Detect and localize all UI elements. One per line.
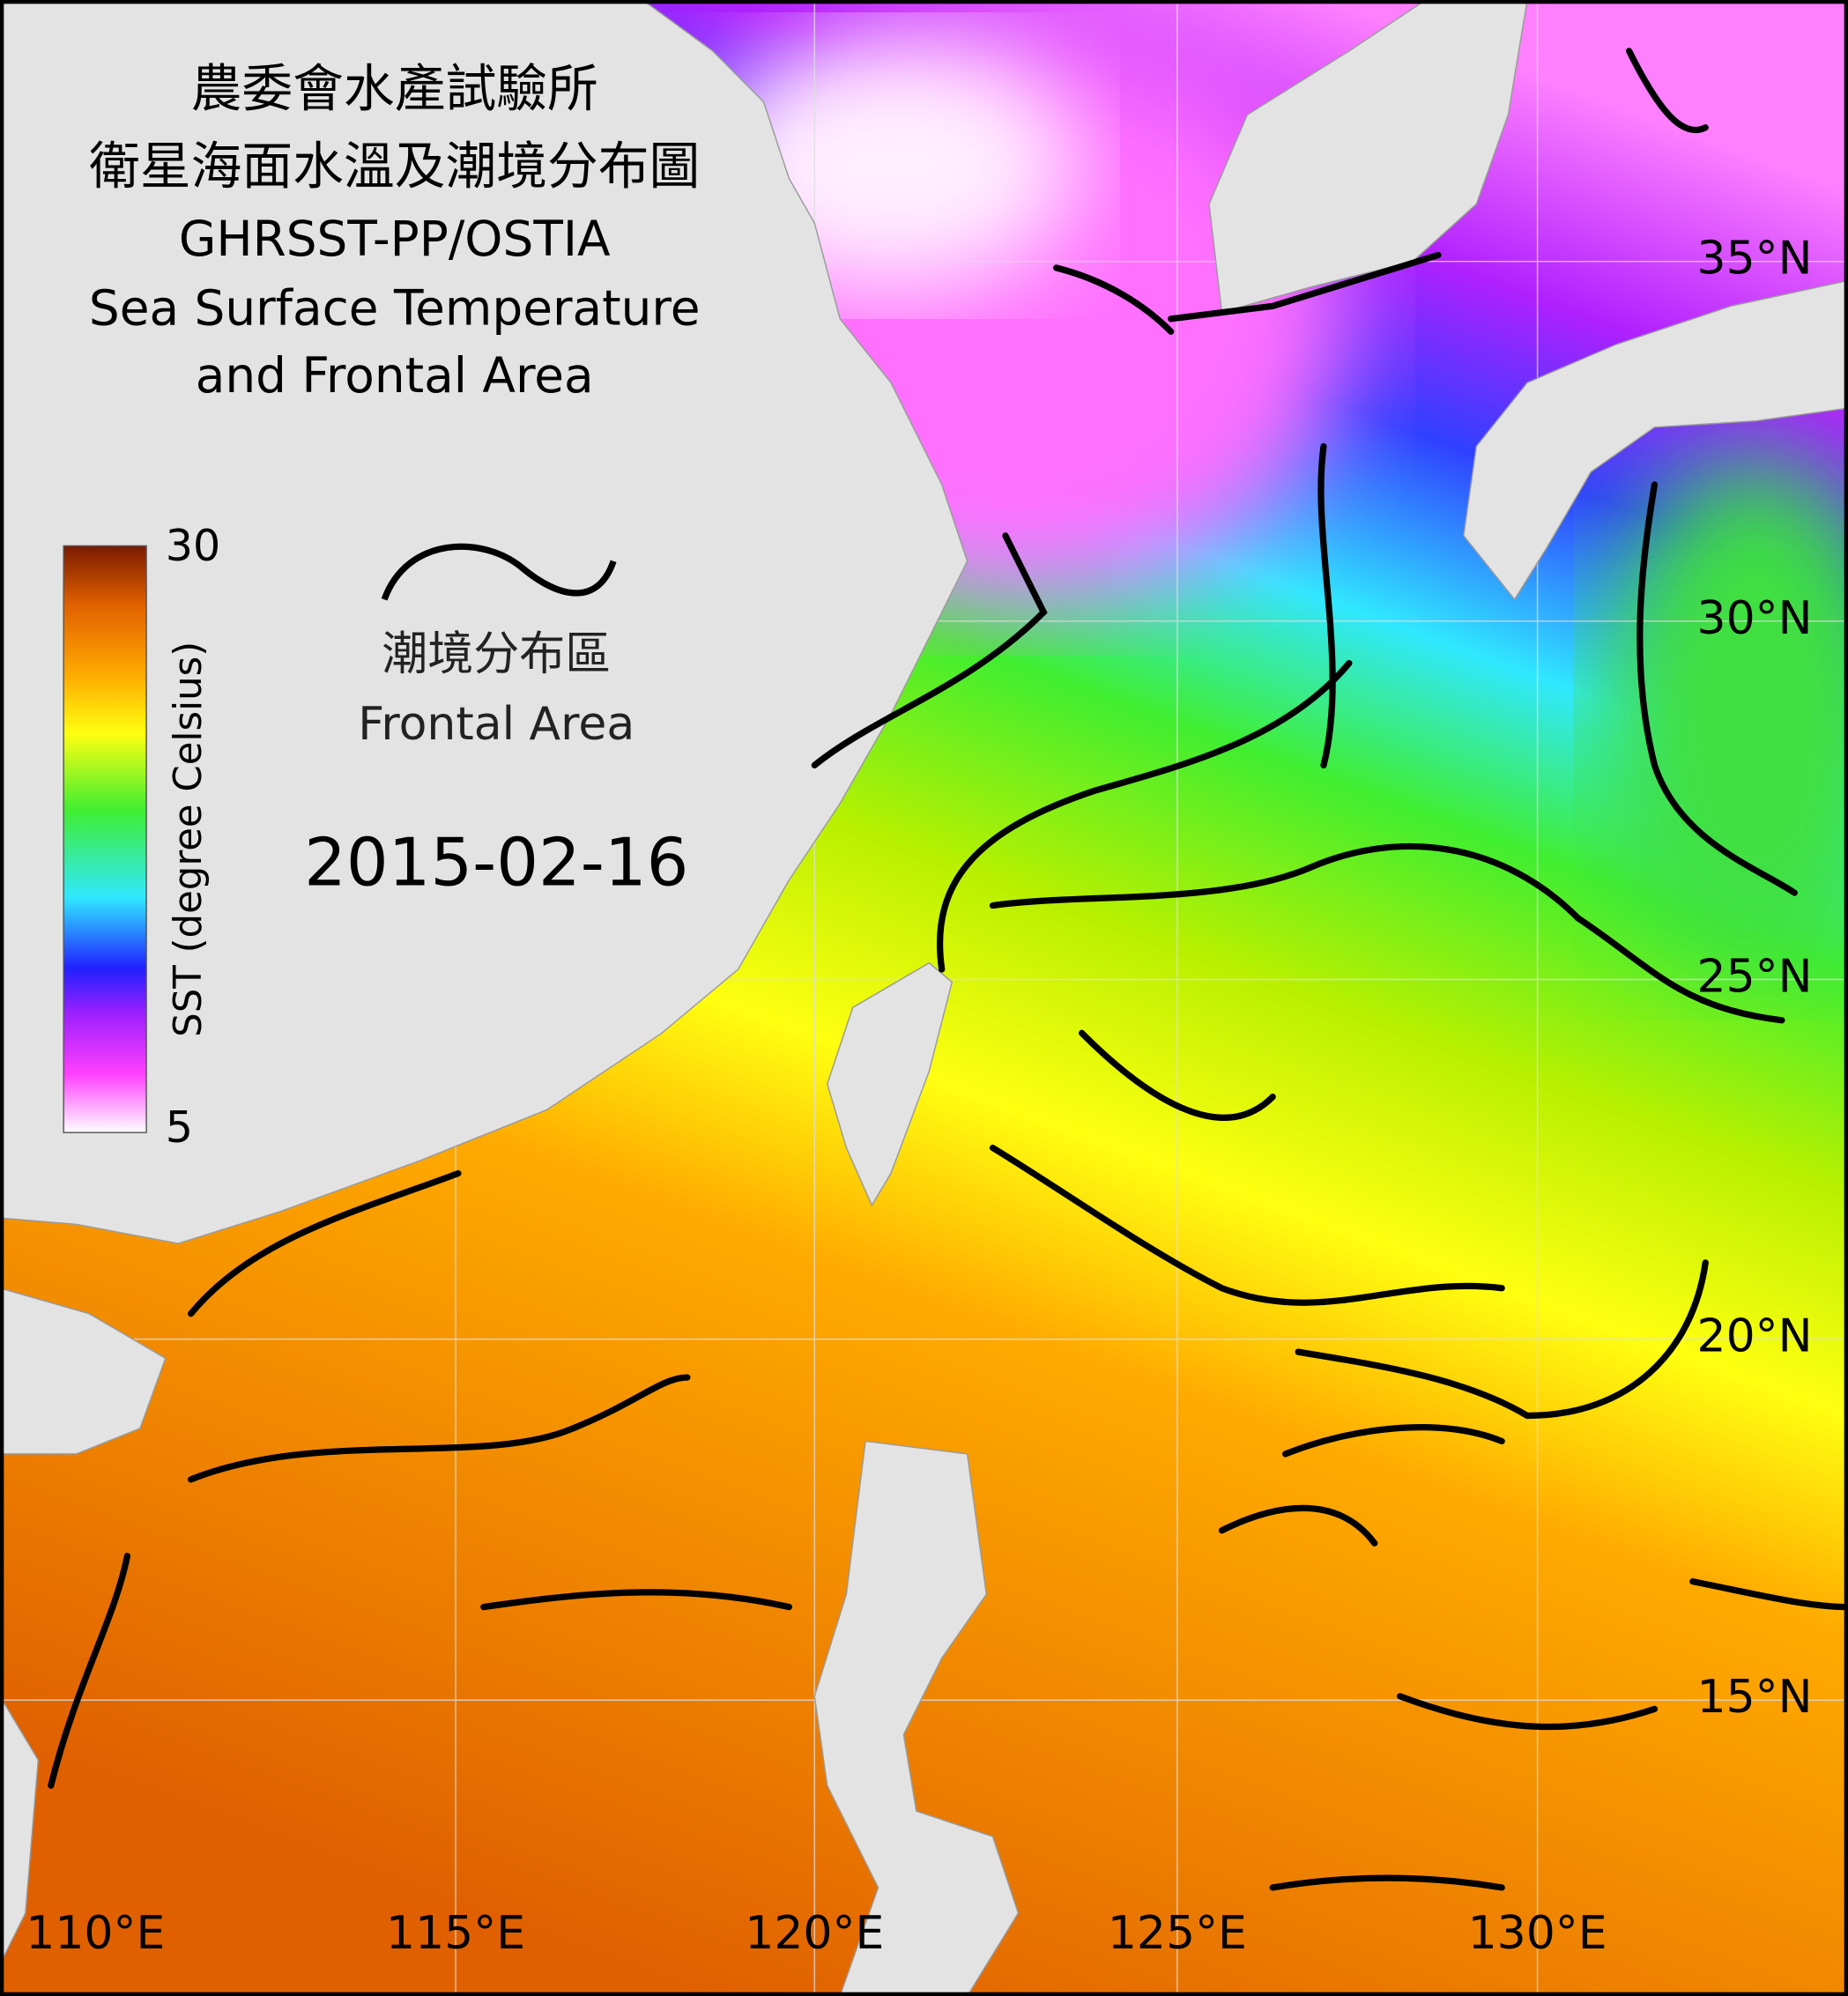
latitude-label: 30°N [1697, 592, 1813, 645]
latitude-label: 15°N [1697, 1671, 1813, 1724]
longitude-label: 130°E [1468, 1907, 1607, 1960]
colorbar-min-label: 5 [166, 1102, 193, 1153]
latitude-label: 25°N [1697, 950, 1813, 1003]
longitude-label: 110°E [26, 1907, 165, 1960]
title-line: and Frontal Area [196, 347, 594, 404]
longitude-label: 125°E [1108, 1907, 1247, 1960]
coordinate-labels: 110°E 115°E 120°E 125°E 130°E 35°N 30°N 25°N 20°… [26, 233, 1812, 1960]
colorbar-max-label: 30 [166, 520, 220, 571]
colorbar-label: SST (degree Celsius) [167, 642, 211, 1037]
frontal-lines [48, 48, 1848, 1891]
legend-line [381, 543, 617, 601]
title-line: GHRSST-PP/OSTIA [179, 211, 611, 267]
longitude-label: 120°E [745, 1907, 884, 1960]
latitude-label: 35°N [1697, 233, 1813, 286]
title-line: Sea Surface Temperature [89, 279, 701, 336]
longitude-label: 115°E [386, 1907, 525, 1960]
legend-label-en: Frontal Area [358, 698, 635, 751]
title-line: 農委會水產試驗所 [191, 58, 598, 118]
title-line: 衛星海面水溫及潮境分布圖 [89, 137, 700, 197]
legend-label-zh: 潮境分布區 [382, 627, 611, 680]
colorbar [63, 545, 147, 1133]
date: 2015-02-16 [304, 824, 688, 902]
warm-water [1603, 459, 1848, 969]
latitude-label: 20°N [1697, 1310, 1813, 1363]
